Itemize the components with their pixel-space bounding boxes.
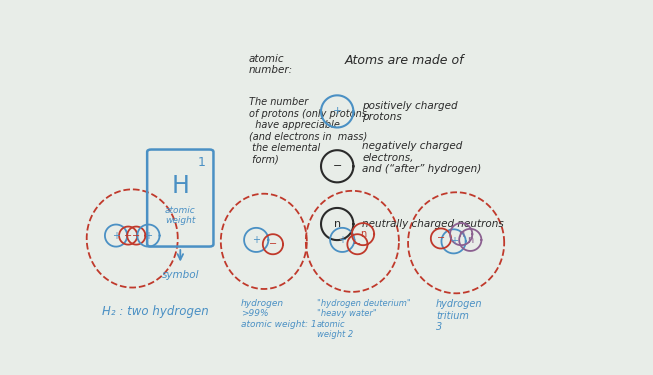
Text: n: n (334, 219, 341, 229)
Text: H: H (171, 174, 189, 198)
Text: H₂ : two hydrogen: H₂ : two hydrogen (102, 305, 208, 318)
Text: The number
of protons (only protons
  have appreciable
(and electrons in  mass)
: The number of protons (only protons have… (249, 97, 367, 165)
Text: +: + (112, 231, 120, 241)
Text: −: − (269, 239, 277, 249)
Text: negatively charged
electrons,
and (“after” hydrogen): negatively charged electrons, and (“afte… (362, 141, 482, 174)
Text: +: + (332, 106, 342, 116)
Text: n: n (458, 229, 464, 239)
Text: n: n (360, 229, 366, 239)
Text: n: n (467, 235, 473, 245)
Text: hydrogen
tritium
3: hydrogen tritium 3 (436, 299, 483, 332)
Text: +: + (338, 235, 346, 245)
Text: 1: 1 (197, 156, 205, 169)
Text: +: + (252, 235, 261, 245)
Text: −: − (437, 234, 445, 243)
Text: neutrally charged neutrons: neutrally charged neutrons (362, 219, 504, 229)
Text: positively charged
protons: positively charged protons (362, 100, 458, 122)
Text: hydrogen
>99%
atomic weight: 1: hydrogen >99% atomic weight: 1 (241, 299, 317, 329)
Text: −: − (353, 239, 362, 249)
Text: "hydrogen deuterium"
"heavy water"
atomic
weight 2: "hydrogen deuterium" "heavy water" atomi… (317, 299, 411, 339)
Text: −: − (332, 161, 342, 171)
Text: +: + (144, 231, 152, 241)
Text: atomic
number:: atomic number: (249, 54, 293, 75)
Text: Atoms are made of: Atoms are made of (345, 54, 464, 67)
Text: −: − (124, 231, 133, 241)
Text: +: + (449, 236, 458, 246)
Text: atomic
weight: atomic weight (165, 206, 196, 225)
Text: −: − (132, 231, 140, 241)
Text: symbol: symbol (161, 270, 199, 280)
